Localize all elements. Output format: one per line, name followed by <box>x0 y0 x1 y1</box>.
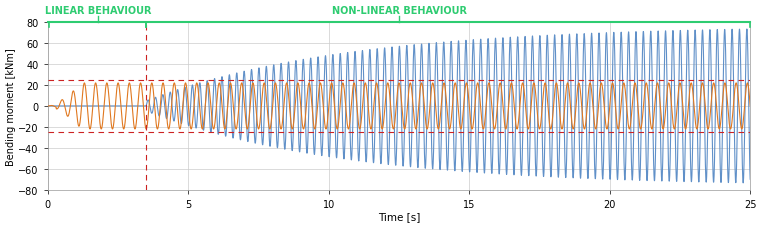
X-axis label: Time [s]: Time [s] <box>378 212 420 222</box>
Text: LINEAR BEHAVIOUR: LINEAR BEHAVIOUR <box>45 6 152 16</box>
Y-axis label: Bending moment [kNm]: Bending moment [kNm] <box>5 48 15 165</box>
Text: NON-LINEAR BEHAVIOUR: NON-LINEAR BEHAVIOUR <box>331 6 466 16</box>
